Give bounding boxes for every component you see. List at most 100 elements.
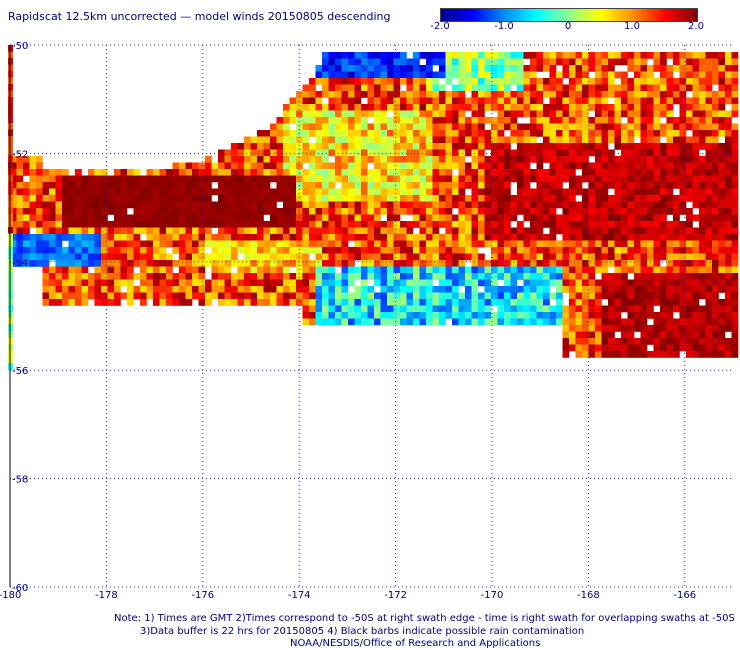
data-cell	[452, 110, 459, 118]
data-cell	[250, 208, 258, 215]
data-cell	[62, 195, 69, 202]
data-cell	[49, 234, 56, 241]
data-cell	[270, 273, 277, 280]
data-cell	[718, 188, 726, 196]
data-cell	[491, 175, 498, 183]
data-cell	[192, 182, 199, 189]
data-cell	[374, 234, 381, 241]
data-cell	[705, 234, 713, 241]
data-cell	[465, 58, 472, 66]
data-cell	[725, 97, 732, 105]
data-cell	[452, 247, 459, 254]
data-cell	[23, 240, 30, 248]
data-cell	[582, 292, 589, 300]
data-cell	[400, 162, 407, 170]
data-cell	[341, 188, 349, 196]
data-cell	[257, 279, 264, 287]
data-cell	[465, 208, 472, 215]
data-cell	[237, 286, 245, 293]
data-cell	[627, 84, 635, 92]
data-cell	[517, 253, 524, 261]
data-cell	[523, 104, 531, 111]
data-cell	[348, 201, 355, 209]
data-cell	[172, 214, 180, 222]
data-cell	[270, 266, 277, 274]
data-cell	[614, 318, 622, 326]
data-cell	[419, 188, 427, 196]
data-cell	[114, 286, 121, 293]
data-cell	[198, 162, 206, 170]
data-cell	[218, 247, 225, 254]
data-cell	[699, 234, 706, 241]
data-cell	[679, 71, 687, 79]
data-cell	[562, 221, 570, 228]
data-cell	[484, 195, 492, 202]
data-cell	[302, 169, 310, 176]
data-cell	[458, 266, 466, 274]
data-cell	[705, 71, 713, 79]
data-cell	[452, 71, 459, 79]
data-cell	[218, 260, 225, 267]
data-cell	[127, 221, 134, 228]
data-cell	[205, 175, 212, 183]
data-cell	[452, 266, 459, 274]
data-cell	[679, 253, 687, 261]
data-cell	[549, 273, 557, 280]
data-cell	[341, 169, 349, 176]
data-cell	[497, 162, 505, 170]
data-cell	[328, 123, 336, 131]
data-cell	[725, 117, 732, 124]
data-cell	[270, 221, 277, 228]
data-cell	[621, 182, 628, 189]
data-cell	[595, 351, 602, 358]
data-cell	[400, 201, 407, 209]
data-cell	[250, 136, 258, 144]
data-cell	[400, 188, 407, 196]
data-cell	[413, 234, 420, 241]
data-cell	[614, 260, 622, 267]
data-cell	[250, 221, 258, 228]
data-cell	[289, 234, 297, 241]
data-cell	[283, 234, 290, 241]
data-cell	[556, 58, 563, 66]
data-cell	[718, 162, 726, 170]
data-cell	[445, 78, 453, 85]
data-cell	[595, 71, 602, 79]
data-cell	[679, 175, 687, 183]
data-cell	[413, 273, 420, 280]
data-cell	[322, 201, 329, 209]
data-cell	[452, 182, 459, 189]
data-cell	[400, 240, 407, 248]
data-cell	[647, 143, 654, 150]
data-cell	[387, 318, 394, 326]
data-cell	[361, 299, 368, 306]
data-cell	[374, 240, 381, 248]
data-cell	[497, 227, 505, 235]
data-cell	[731, 312, 739, 319]
data-cell	[380, 247, 388, 254]
data-cell	[354, 240, 362, 248]
data-cell	[614, 130, 622, 137]
data-cell	[478, 240, 485, 248]
data-cell	[426, 175, 433, 183]
data-cell	[348, 162, 355, 170]
data-cell	[289, 162, 297, 170]
data-cell	[484, 97, 492, 105]
data-cell	[335, 78, 342, 85]
data-cell	[133, 286, 141, 293]
data-cell	[523, 130, 531, 137]
data-cell	[523, 156, 531, 163]
data-cell	[367, 169, 375, 176]
data-cell	[380, 240, 388, 248]
data-cell	[172, 247, 180, 254]
data-cell	[81, 195, 89, 202]
data-cell	[192, 266, 199, 274]
data-cell	[276, 214, 284, 222]
data-cell	[283, 214, 290, 222]
data-cell	[497, 312, 505, 319]
data-cell	[42, 240, 50, 248]
data-cell	[627, 130, 635, 137]
data-cell	[725, 299, 732, 306]
data-cell	[68, 299, 76, 306]
data-cell	[413, 175, 420, 183]
